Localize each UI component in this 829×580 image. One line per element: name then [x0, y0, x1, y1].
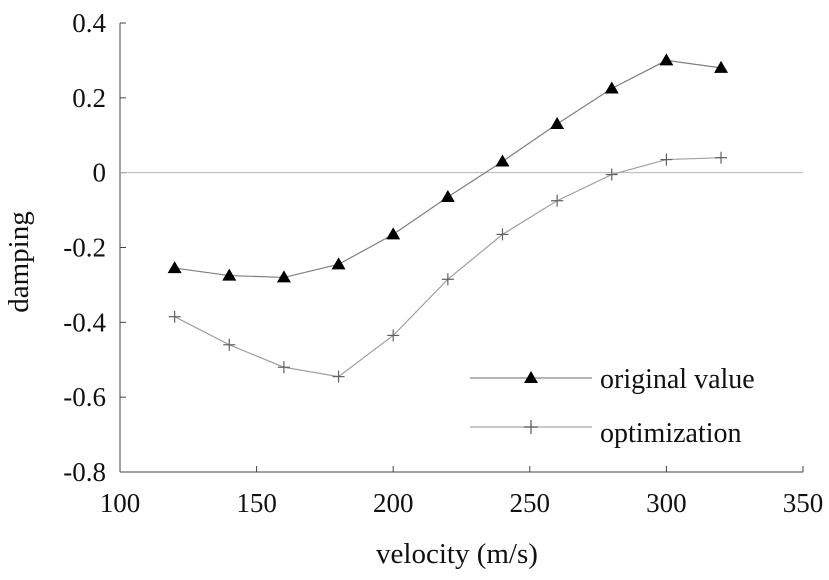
- series-layer: [167, 53, 729, 383]
- data-point: [605, 168, 618, 181]
- y-ticks: 0.4 0.2 0 -0.2 -0.4 -0.6 -0.8: [63, 8, 126, 487]
- legend-marker-triangle-icon: [524, 371, 538, 383]
- data-point: [659, 53, 674, 66]
- data-point: [276, 270, 291, 283]
- x-tick-label: 350: [783, 488, 824, 518]
- data-point: [495, 154, 510, 167]
- y-tick-label: -0.4: [63, 307, 106, 337]
- x-tick-label: 150: [236, 488, 277, 518]
- data-point: [331, 257, 346, 270]
- x-ticks: 100 150 200 250 300 350: [100, 466, 824, 518]
- data-point: [440, 189, 455, 202]
- y-tick-label: -0.2: [63, 233, 106, 263]
- data-point: [441, 273, 454, 286]
- data-point: [167, 261, 182, 274]
- data-point: [660, 153, 673, 166]
- data-point: [604, 81, 619, 94]
- data-point: [550, 117, 565, 130]
- data-point: [277, 361, 290, 374]
- legend: original value optimization: [470, 364, 755, 449]
- y-tick-label: 0.4: [72, 8, 106, 38]
- data-point: [551, 194, 564, 207]
- series-line: [174, 59, 722, 279]
- data-point: [222, 268, 237, 281]
- data-point: [168, 310, 181, 323]
- y-tick-label: 0: [93, 158, 107, 188]
- x-tick-label: 300: [646, 488, 687, 518]
- axes: 100 150 200 250 300 350 0.4 0.2 0 -0.2 -0.4 -0.6 -0…: [63, 8, 823, 518]
- y-tick-label: -0.6: [63, 382, 106, 412]
- legend-label-optimization: optimization: [600, 418, 742, 449]
- x-axis-title: velocity (m/s): [376, 538, 538, 570]
- y-tick-label: -0.8: [63, 457, 106, 487]
- series-original-value: [167, 53, 729, 283]
- y-axis-title: damping: [3, 211, 35, 313]
- data-point: [332, 370, 345, 383]
- x-tick-label: 200: [373, 488, 414, 518]
- series-optimization: [168, 151, 728, 383]
- legend-label-original-value: original value: [600, 364, 755, 395]
- legend-marker-plus-icon: [524, 420, 538, 434]
- x-tick-label: 250: [510, 488, 551, 518]
- data-point: [386, 227, 401, 240]
- data-point: [387, 329, 400, 342]
- y-tick-label: 0.2: [72, 83, 106, 113]
- data-point: [715, 151, 728, 164]
- x-tick-label: 100: [100, 488, 141, 518]
- data-point: [223, 338, 236, 351]
- data-point: [496, 228, 509, 241]
- data-point: [714, 60, 729, 73]
